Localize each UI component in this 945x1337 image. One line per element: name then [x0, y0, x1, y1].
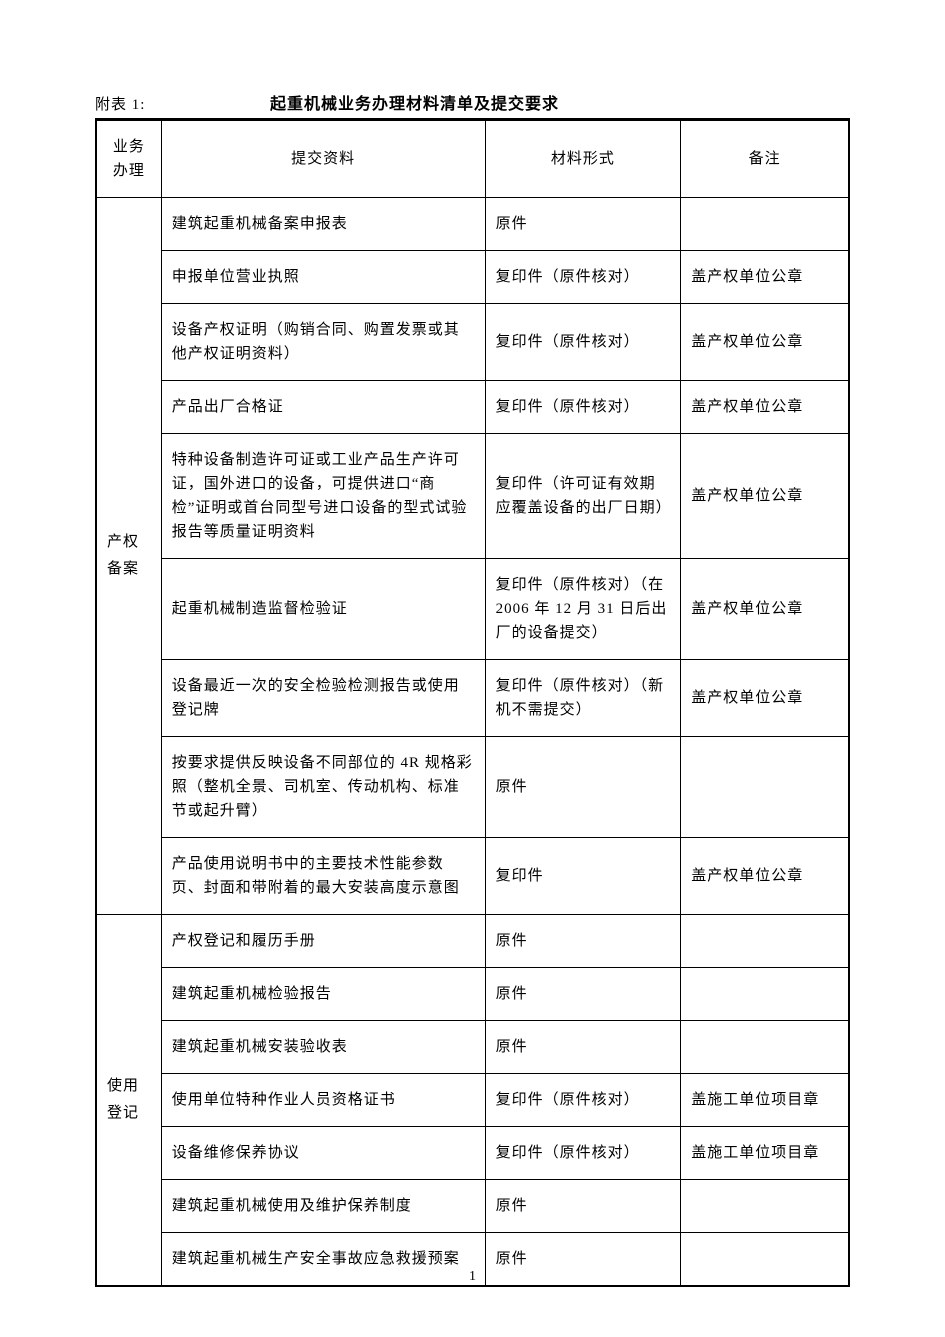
cell-material: 产品出厂合格证: [161, 381, 485, 434]
cell-form: 复印件（原件核对）: [485, 304, 681, 381]
col-header-form: 材料形式: [485, 120, 681, 198]
cell-note: 盖产权单位公章: [681, 381, 849, 434]
table-row: 申报单位营业执照 复印件（原件核对） 盖产权单位公章: [96, 251, 849, 304]
cell-form: 复印件（原件核对）: [485, 1127, 681, 1180]
table-row: 使用登记 产权登记和履历手册 原件: [96, 915, 849, 968]
cell-note: 盖产权单位公章: [681, 434, 849, 559]
cell-note: [681, 968, 849, 1021]
table-row: 按要求提供反映设备不同部位的 4R 规格彩照（整机全景、司机室、传动机构、标准节…: [96, 737, 849, 838]
cell-material: 申报单位营业执照: [161, 251, 485, 304]
table-header-row: 业务办理 提交资料 材料形式 备注: [96, 120, 849, 198]
cell-form: 复印件（原件核对）: [485, 251, 681, 304]
col-header-business: 业务办理: [96, 120, 161, 198]
cell-material: 建筑起重机械使用及维护保养制度: [161, 1180, 485, 1233]
cell-material: 建筑起重机械安装验收表: [161, 1021, 485, 1074]
section-label-property: 产权备案: [96, 198, 161, 915]
cell-note: 盖产权单位公章: [681, 251, 849, 304]
cell-form: 原件: [485, 915, 681, 968]
cell-form: 原件: [485, 1180, 681, 1233]
cell-note: 盖产权单位公章: [681, 559, 849, 660]
col-header-note: 备注: [681, 120, 849, 198]
table-row: 产品出厂合格证 复印件（原件核对） 盖产权单位公章: [96, 381, 849, 434]
cell-form: 复印件（原件核对）: [485, 1074, 681, 1127]
cell-material: 建筑起重机械检验报告: [161, 968, 485, 1021]
cell-note: [681, 915, 849, 968]
cell-form: 原件: [485, 1021, 681, 1074]
header-line: 附表 1: 起重机械业务办理材料清单及提交要求: [95, 90, 850, 114]
cell-form: 复印件（原件核对）: [485, 381, 681, 434]
table-row: 产权备案 建筑起重机械备案申报表 原件: [96, 198, 849, 251]
cell-form: 复印件: [485, 838, 681, 915]
cell-note: [681, 1021, 849, 1074]
cell-form: 复印件（许可证有效期应覆盖设备的出厂日期）: [485, 434, 681, 559]
section-label-usage: 使用登记: [96, 915, 161, 1287]
document-title: 起重机械业务办理材料清单及提交要求: [270, 90, 559, 114]
table-row: 设备产权证明（购销合同、购置发票或其他产权证明资料） 复印件（原件核对） 盖产权…: [96, 304, 849, 381]
cell-material: 产品使用说明书中的主要技术性能参数页、封面和带附着的最大安装高度示意图: [161, 838, 485, 915]
cell-form: 原件: [485, 737, 681, 838]
cell-note: 盖产权单位公章: [681, 660, 849, 737]
cell-form: 复印件（原件核对）（在2006 年 12 月 31 日后出厂的设备提交）: [485, 559, 681, 660]
page-number: 1: [0, 1269, 945, 1285]
cell-form: 原件: [485, 198, 681, 251]
table-row: 设备最近一次的安全检验检测报告或使用登记牌 复印件（原件核对）（新机不需提交） …: [96, 660, 849, 737]
cell-material: 特种设备制造许可证或工业产品生产许可证，国外进口的设备，可提供进口“商检”证明或…: [161, 434, 485, 559]
table-row: 特种设备制造许可证或工业产品生产许可证，国外进口的设备，可提供进口“商检”证明或…: [96, 434, 849, 559]
table-row: 建筑起重机械检验报告 原件: [96, 968, 849, 1021]
cell-form: 原件: [485, 968, 681, 1021]
cell-note: [681, 737, 849, 838]
cell-material: 设备最近一次的安全检验检测报告或使用登记牌: [161, 660, 485, 737]
col-header-material: 提交资料: [161, 120, 485, 198]
table-row: 产品使用说明书中的主要技术性能参数页、封面和带附着的最大安装高度示意图 复印件 …: [96, 838, 849, 915]
materials-table: 业务办理 提交资料 材料形式 备注 产权备案 建筑起重机械备案申报表 原件 申报…: [95, 118, 850, 1287]
cell-note: [681, 1180, 849, 1233]
table-row: 起重机械制造监督检验证 复印件（原件核对）（在2006 年 12 月 31 日后…: [96, 559, 849, 660]
table-row: 建筑起重机械使用及维护保养制度 原件: [96, 1180, 849, 1233]
cell-note: 盖施工单位项目章: [681, 1074, 849, 1127]
cell-material: 起重机械制造监督检验证: [161, 559, 485, 660]
document-page: 附表 1: 起重机械业务办理材料清单及提交要求 业务办理 提交资料 材料形式 备…: [0, 0, 945, 1337]
attachment-label: 附表 1:: [95, 93, 270, 114]
cell-material: 产权登记和履历手册: [161, 915, 485, 968]
table-row: 使用单位特种作业人员资格证书 复印件（原件核对） 盖施工单位项目章: [96, 1074, 849, 1127]
table-row: 设备维修保养协议 复印件（原件核对） 盖施工单位项目章: [96, 1127, 849, 1180]
cell-material: 使用单位特种作业人员资格证书: [161, 1074, 485, 1127]
cell-material: 设备产权证明（购销合同、购置发票或其他产权证明资料）: [161, 304, 485, 381]
cell-note: 盖产权单位公章: [681, 304, 849, 381]
cell-material: 建筑起重机械备案申报表: [161, 198, 485, 251]
table-row: 建筑起重机械安装验收表 原件: [96, 1021, 849, 1074]
cell-note: [681, 198, 849, 251]
cell-material: 按要求提供反映设备不同部位的 4R 规格彩照（整机全景、司机室、传动机构、标准节…: [161, 737, 485, 838]
cell-note: 盖施工单位项目章: [681, 1127, 849, 1180]
cell-material: 设备维修保养协议: [161, 1127, 485, 1180]
cell-note: 盖产权单位公章: [681, 838, 849, 915]
cell-form: 复印件（原件核对）（新机不需提交）: [485, 660, 681, 737]
